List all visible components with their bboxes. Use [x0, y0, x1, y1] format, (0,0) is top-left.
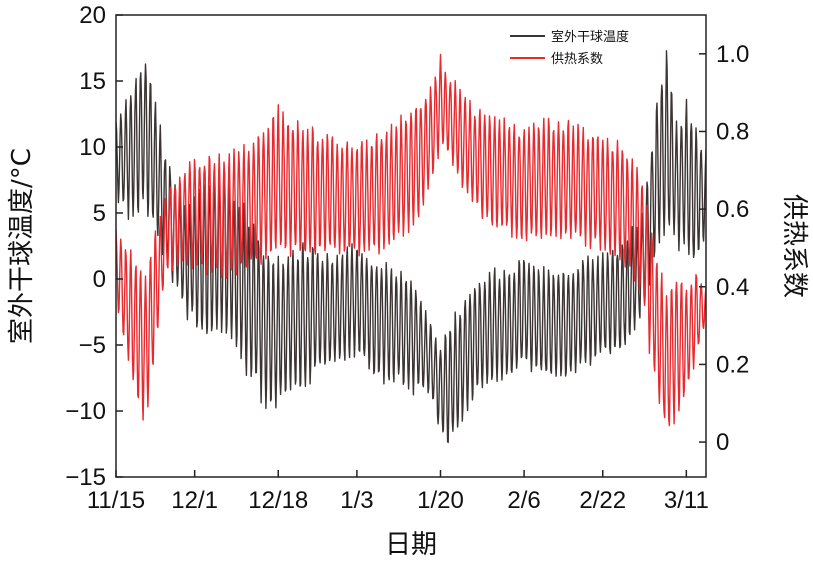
- y-right-tick-label: 0.4: [716, 274, 749, 301]
- legend-label-heating-coefficient: 供热系数: [551, 52, 603, 67]
- x-tick-label: 1/3: [340, 487, 373, 514]
- y-axis-right-title: 供热系数: [779, 194, 809, 298]
- y-right-tick-label: 0: [716, 429, 729, 456]
- series-line-temperature: [116, 50, 706, 444]
- x-tick-label: 1/20: [417, 487, 464, 514]
- x-tick-label: 2/6: [507, 487, 540, 514]
- y-left-tick-label: −10: [65, 398, 106, 425]
- y-left-tick-label: 5: [93, 200, 106, 227]
- y-right-tick-label: 0.8: [716, 118, 749, 145]
- y-left-tick-label: 0: [93, 266, 106, 293]
- y-right-tick-label: 1.0: [716, 41, 749, 68]
- x-tick-label: 12/18: [248, 487, 308, 514]
- y-left-tick-label: 10: [79, 134, 106, 161]
- y-left-tick-label: −5: [79, 332, 106, 359]
- y-right-tick-label: 0.2: [716, 351, 749, 378]
- x-tick-label: 3/11: [664, 487, 709, 514]
- legend-label-temperature: 室外干球温度: [551, 29, 629, 45]
- x-axis-title: 日期: [385, 530, 437, 560]
- plot-frame: [115, 14, 707, 478]
- x-tick-label: 12/1: [171, 487, 218, 514]
- x-tick-label: 2/22: [579, 487, 626, 514]
- y-axis-left-title: 室外干球温度/°C: [7, 148, 37, 344]
- y-left-tick-label: 15: [79, 68, 106, 95]
- series-layer: [116, 50, 706, 444]
- legend: 室外干球温度 供热系数: [510, 29, 629, 67]
- y-left-tick-label: −15: [65, 464, 106, 491]
- x-tick-label: 11/15: [87, 487, 145, 514]
- axis-layer: −15 −10 −5 0 5 10 15 20 0 0.2 0.4 0.6 0.8 1.0 11/15 12/…: [65, 2, 749, 514]
- y-right-tick-label: 0.6: [716, 196, 749, 223]
- y-left-tick-label: 20: [79, 2, 106, 29]
- series-line-heating-coefficient: [116, 53, 706, 427]
